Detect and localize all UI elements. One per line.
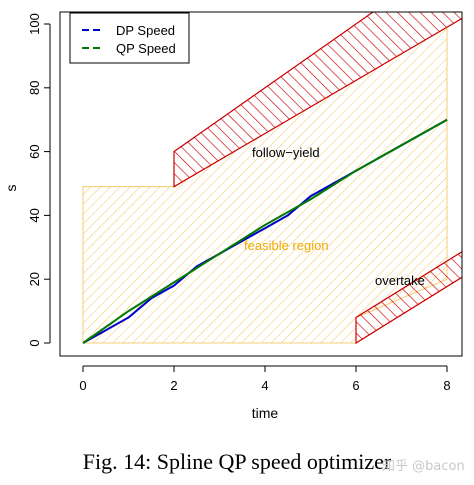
region-obstacle-2 [355,251,462,345]
y-tick-label: 40 [27,208,42,222]
annotation-follow-yield: follow−yield [252,145,320,160]
legend: DP Speed QP Speed [69,12,190,64]
x-tick-label: 6 [352,378,359,393]
x-axis-label: time [252,405,279,421]
region-obstacle-1 [173,12,462,188]
y-axis-label: s [3,185,19,192]
y-tick-label: 0 [27,339,42,346]
x-tick-label: 0 [79,378,86,393]
legend-box [69,12,190,64]
legend-label-qp-speed: QP Speed [116,41,176,56]
y-tick-label: 20 [27,272,42,286]
regions-layer [82,12,462,345]
lines-layer [82,118,448,344]
x-tick-label: 2 [170,378,177,393]
y-tick-label: 80 [27,81,42,95]
y-tick-label: 60 [27,144,42,158]
annotation-feasible-region: feasible region [244,238,329,253]
y-tick-label: 100 [27,13,42,35]
plot-frame [59,11,463,357]
legend-label-dp-speed: DP Speed [116,23,175,38]
x-tick-label: 8 [443,378,450,393]
annotation-overtake: overtake [375,273,425,288]
watermark: 知乎 @bacon [382,459,465,474]
x-tick-label: 4 [261,378,268,393]
figure-caption: Fig. 14: Spline QP speed optimizer [82,449,392,474]
series-line-qp-speed [82,118,448,344]
